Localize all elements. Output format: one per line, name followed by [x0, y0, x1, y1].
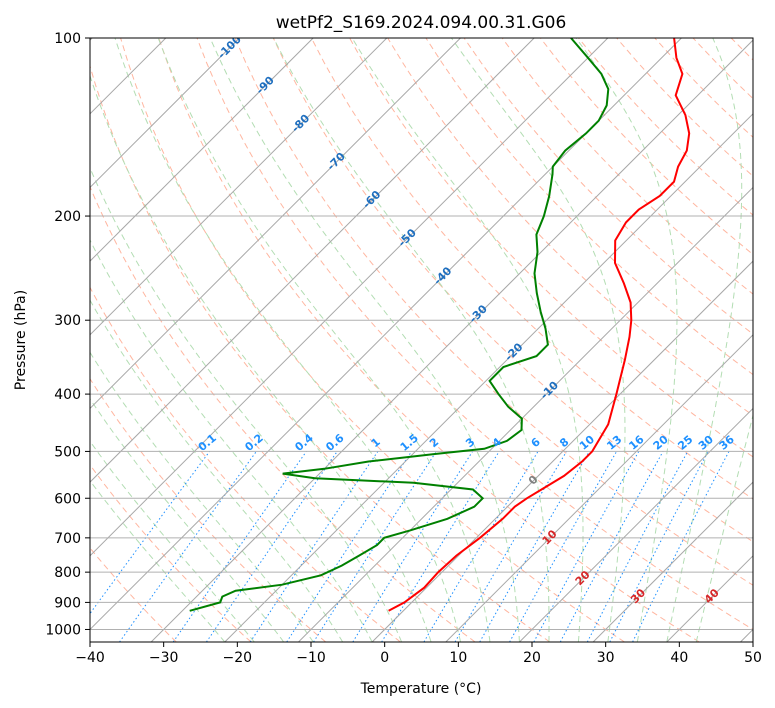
- mixing-ratio-lines: [90, 451, 730, 642]
- x-tick-label: 30: [597, 650, 615, 666]
- y-tick-label: 300: [54, 313, 81, 329]
- moist-adiabat: [90, 397, 285, 642]
- isotherm: [90, 38, 461, 410]
- temperature-line: [388, 38, 691, 612]
- isotherm: [519, 407, 753, 642]
- x-tick-label: −30: [149, 650, 179, 666]
- y-axis-label: Pressure (hPa): [13, 290, 29, 390]
- moist-adiabat: [90, 351, 314, 642]
- isotherm: [298, 186, 753, 642]
- dry-adiabat: [158, 38, 700, 642]
- mixing-ratio-line: [533, 451, 640, 642]
- x-tick-label: 20: [523, 650, 541, 666]
- x-tick-label: −10: [296, 650, 326, 666]
- dry-adiabat: [90, 377, 327, 642]
- x-tick-label: 40: [670, 650, 688, 666]
- y-tick-label: 400: [54, 387, 81, 403]
- y-tick-label: 900: [54, 595, 81, 611]
- moist-adiabat: [351, 38, 584, 642]
- y-axis: 100 200 300 400 500 600 700 800 900 1000: [45, 31, 90, 638]
- isotherm: [90, 38, 388, 336]
- y-tick-label: 800: [54, 565, 81, 581]
- moist-adiabat: [273, 38, 550, 642]
- plot-frame: [89, 37, 754, 643]
- isotherm: [90, 38, 535, 483]
- dry-adiabat: [463, 38, 753, 335]
- moist-adiabats: [90, 38, 753, 642]
- chart-title: wetPf2_S169.2024.094.00.31.G06: [276, 13, 567, 33]
- dry-adiabat: [90, 464, 252, 642]
- y-tick-label: 500: [54, 444, 81, 460]
- x-tick-label: −20: [223, 650, 253, 666]
- mixing-ratio-line: [205, 451, 338, 642]
- mixing-ratio-line: [381, 451, 500, 642]
- x-tick-label: 50: [744, 650, 762, 666]
- x-tick-label: 10: [449, 650, 467, 666]
- isotherm: [592, 481, 753, 642]
- mixing-ratio-line: [172, 451, 307, 642]
- dry-adiabat: [272, 38, 753, 543]
- isotherm: [90, 38, 240, 189]
- mixing-ratio-line: [509, 451, 618, 642]
- moist-adiabat: [695, 413, 753, 642]
- x-tick-label: 0: [380, 650, 389, 666]
- isotherm: [150, 39, 753, 642]
- y-tick-label: 100: [54, 31, 81, 47]
- moist-adiabat: [90, 166, 403, 642]
- x-tick-label: −40: [75, 650, 105, 666]
- moist-adiabat: [157, 38, 491, 642]
- moist-adiabat: [666, 38, 743, 642]
- isotherm: [224, 113, 753, 642]
- moist-adiabat: [90, 299, 344, 642]
- isotherm: [90, 38, 314, 262]
- mixing-ratio-line: [559, 451, 664, 642]
- y-tick-label: 700: [54, 531, 81, 547]
- y-tick-label: 200: [54, 209, 81, 225]
- mixing-ratio-line: [632, 451, 730, 642]
- mixing-ratio-line: [313, 451, 437, 642]
- x-axis-label: Temperature (°C): [360, 681, 482, 697]
- pressure-gridlines: [90, 38, 753, 630]
- isotherm: [445, 334, 753, 642]
- dry-adiabat: [120, 38, 625, 642]
- moist-adiabat: [450, 38, 626, 642]
- moist-adiabat: [90, 479, 226, 642]
- moist-adiabat: [90, 238, 373, 642]
- dry-adiabat: [501, 38, 753, 295]
- moist-adiabat: [209, 38, 520, 642]
- dry-adiabat: [310, 38, 753, 500]
- moist-adiabat: [114, 38, 461, 642]
- moist-adiabat: [575, 38, 678, 642]
- dry-adiabat: [234, 38, 753, 586]
- y-tick-label: 600: [54, 491, 81, 507]
- mixing-ratio-line: [90, 451, 211, 615]
- mixing-ratio-line: [286, 451, 413, 642]
- dewpoint-line: [189, 38, 610, 612]
- isotherm: [90, 38, 609, 557]
- isotherm: [371, 260, 753, 642]
- x-axis: −40 −30 −20 −10 0 10 20 30 40 50: [75, 642, 762, 666]
- y-tick-label: 1000: [45, 622, 81, 638]
- dry-adiabat: [90, 64, 551, 642]
- moist-adiabat: [90, 440, 255, 642]
- moist-adiabat: [90, 74, 432, 642]
- mixing-ratio-line: [249, 451, 379, 642]
